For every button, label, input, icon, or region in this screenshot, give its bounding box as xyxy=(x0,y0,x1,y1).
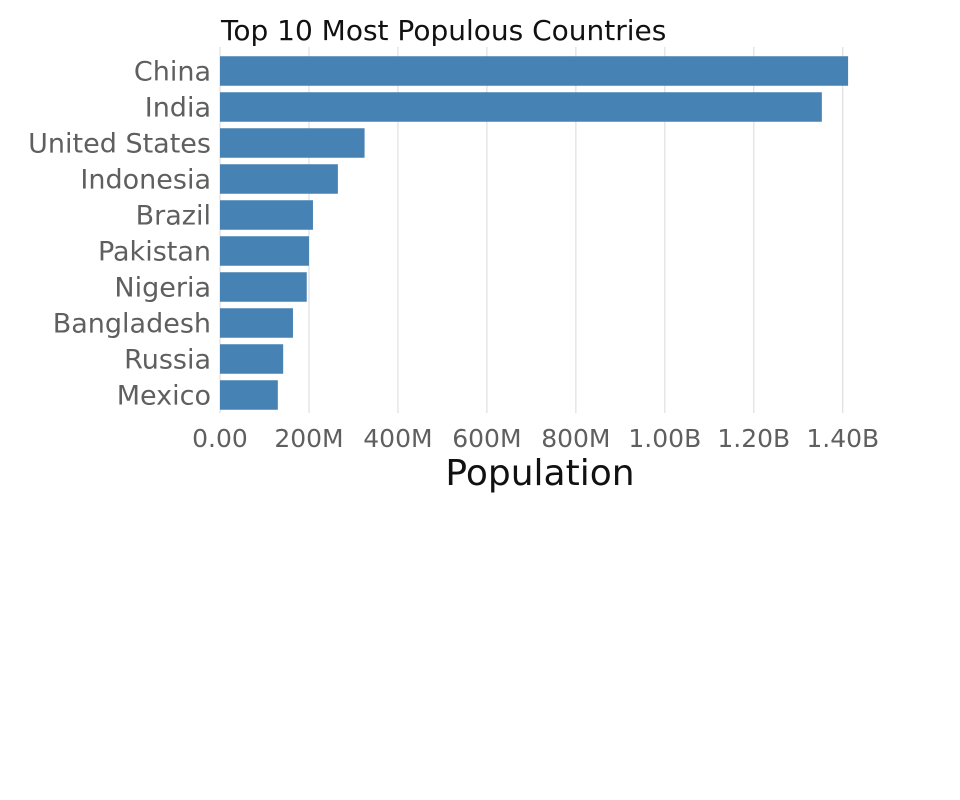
x-tick-label-3: 600M xyxy=(452,424,521,453)
x-tick-labels: 0.00 200M 400M 600M 800M 1.00B 1.20B 1.40B xyxy=(192,424,879,453)
x-tick-label-6: 1.20B xyxy=(717,424,790,453)
bar-mexico xyxy=(220,380,278,410)
x-tick-label-4: 800M xyxy=(541,424,610,453)
category-label-bangladesh: Bangladesh xyxy=(53,309,211,340)
bar-russia xyxy=(220,344,284,374)
bar-nigeria xyxy=(220,272,307,302)
bar-brazil xyxy=(220,200,313,230)
category-label-pakistan: Pakistan xyxy=(98,237,211,268)
x-tick-label-2: 400M xyxy=(363,424,432,453)
category-label-brazil: Brazil xyxy=(136,201,211,232)
category-label-russia: Russia xyxy=(124,345,211,376)
bar-indonesia xyxy=(220,164,338,194)
x-axis-title: Population xyxy=(445,453,634,494)
category-label-india: India xyxy=(145,93,211,124)
category-label-united-states: United States xyxy=(28,129,211,160)
category-label-mexico: Mexico xyxy=(117,381,211,412)
category-label-china: China xyxy=(134,57,211,88)
bar-china xyxy=(220,56,849,86)
bars xyxy=(220,56,849,410)
bar-bangladesh xyxy=(220,308,293,338)
chart-title: Top 10 Most Populous Countries xyxy=(220,14,666,47)
x-tick-label-0: 0.00 xyxy=(192,424,248,453)
x-tick-label-5: 1.00B xyxy=(628,424,701,453)
bar-pakistan xyxy=(220,236,309,266)
x-tick-label-1: 200M xyxy=(274,424,343,453)
category-labels: China India United States Indonesia Brazil Pa… xyxy=(28,57,211,412)
bar-united-states xyxy=(220,128,365,158)
x-tick-label-7: 1.40B xyxy=(806,424,879,453)
category-label-indonesia: Indonesia xyxy=(80,165,211,196)
bar-india xyxy=(220,92,822,122)
category-label-nigeria: Nigeria xyxy=(114,273,211,304)
